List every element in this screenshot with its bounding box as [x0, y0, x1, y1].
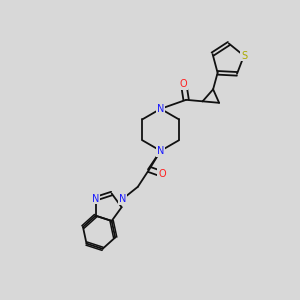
Text: O: O	[158, 169, 166, 179]
Text: N: N	[92, 194, 99, 204]
Text: N: N	[157, 146, 164, 156]
Text: O: O	[180, 79, 188, 89]
Text: N: N	[157, 104, 164, 114]
Text: N: N	[119, 194, 127, 204]
Text: S: S	[241, 51, 247, 61]
